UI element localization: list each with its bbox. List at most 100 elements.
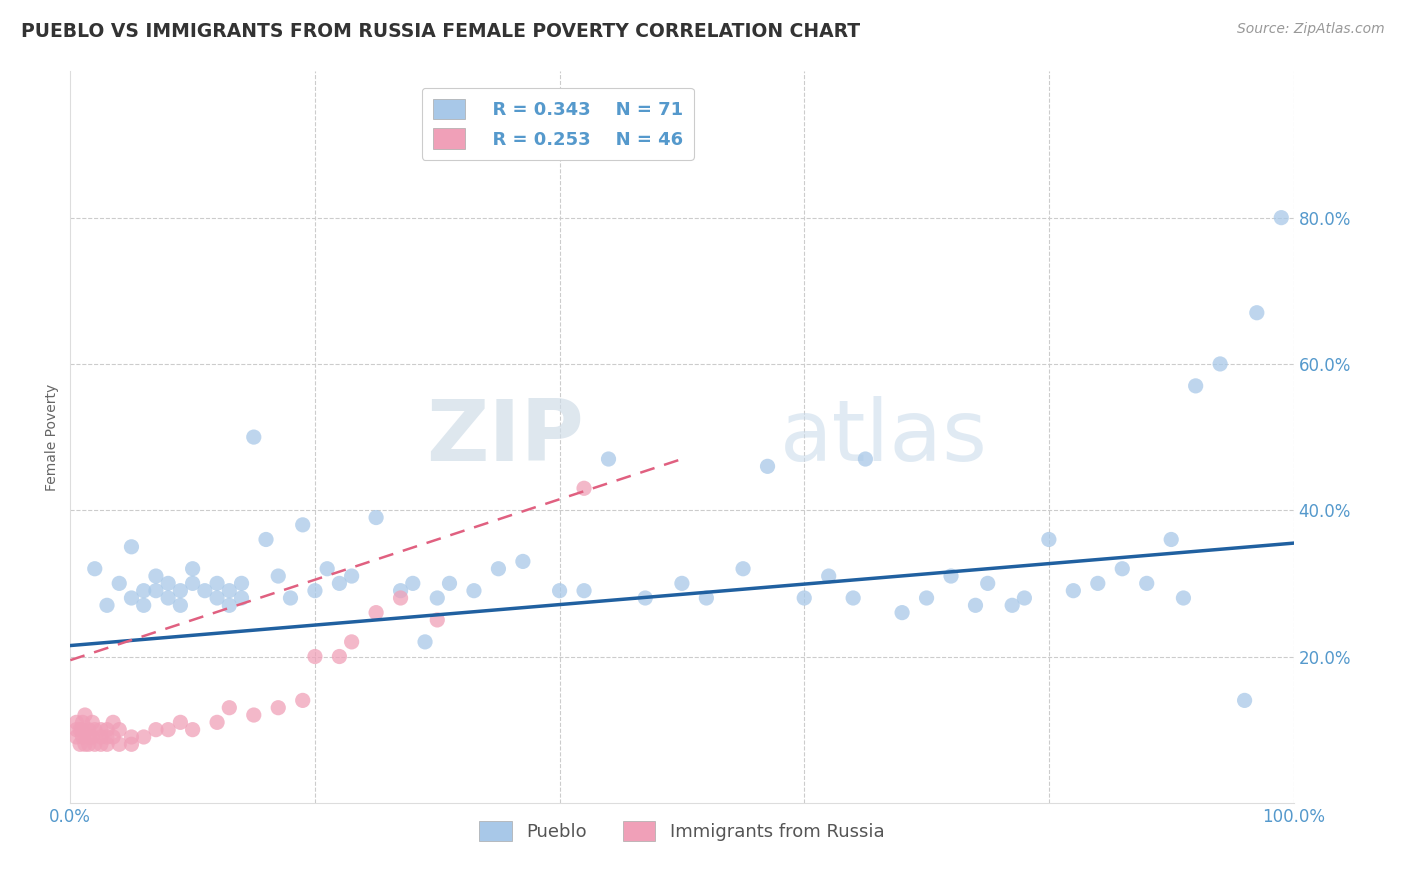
Point: [205, 591, 228, 605]
Point: [65, 730, 87, 744]
Point: [267, 569, 290, 583]
Point: [254, 533, 277, 547]
Point: [1014, 591, 1036, 605]
Point: [733, 562, 755, 576]
Point: [1233, 693, 1256, 707]
Point: [976, 576, 998, 591]
Point: [1136, 576, 1159, 591]
Point: [145, 723, 167, 737]
Point: [426, 591, 449, 605]
Point: [817, 569, 839, 583]
Point: [328, 649, 350, 664]
Point: [96, 737, 118, 751]
Point: [194, 583, 217, 598]
Text: Source: ZipAtlas.com: Source: ZipAtlas.com: [1237, 22, 1385, 37]
Point: [402, 576, 425, 591]
Point: [90, 723, 112, 737]
Point: [83, 737, 105, 751]
Text: PUEBLO VS IMMIGRANTS FROM RUSSIA FEMALE POVERTY CORRELATION CHART: PUEBLO VS IMMIGRANTS FROM RUSSIA FEMALE …: [21, 22, 860, 41]
Point: [366, 606, 388, 620]
Point: [157, 591, 180, 605]
Point: [389, 583, 412, 598]
Point: [671, 576, 693, 591]
Point: [218, 583, 240, 598]
Point: [181, 723, 204, 737]
Point: [83, 723, 105, 737]
Point: [157, 576, 180, 591]
Point: [756, 459, 779, 474]
Point: [439, 576, 461, 591]
Point: [82, 730, 104, 744]
Point: [891, 606, 914, 620]
Point: [231, 591, 253, 605]
Point: [243, 708, 266, 723]
Point: [83, 562, 105, 576]
Point: [1209, 357, 1232, 371]
Point: [77, 730, 100, 744]
Point: [1270, 211, 1292, 225]
Point: [121, 730, 143, 744]
Point: [291, 517, 314, 532]
Point: [1160, 533, 1182, 547]
Point: [1001, 599, 1024, 613]
Point: [90, 730, 112, 744]
Point: [1038, 533, 1060, 547]
Point: [695, 591, 717, 605]
Point: [855, 452, 877, 467]
Point: [488, 562, 510, 576]
Point: [108, 723, 131, 737]
Point: [340, 635, 363, 649]
Point: [340, 569, 363, 583]
Point: [328, 576, 350, 591]
Point: [96, 723, 118, 737]
Point: [73, 708, 96, 723]
Point: [463, 583, 485, 598]
Legend: Pueblo, Immigrants from Russia: Pueblo, Immigrants from Russia: [472, 814, 891, 848]
Point: [218, 599, 240, 613]
Point: [426, 613, 449, 627]
Point: [366, 510, 388, 524]
Point: [205, 576, 228, 591]
Point: [304, 649, 326, 664]
Point: [939, 569, 962, 583]
Point: [181, 576, 204, 591]
Point: [572, 481, 595, 495]
Point: [1062, 583, 1084, 598]
Point: [96, 599, 118, 613]
Point: [121, 737, 143, 751]
Point: [218, 700, 240, 714]
Point: [915, 591, 938, 605]
Point: [169, 583, 191, 598]
Point: [132, 599, 155, 613]
Point: [1087, 576, 1109, 591]
Point: [132, 730, 155, 744]
Point: [145, 583, 167, 598]
Point: [413, 635, 436, 649]
Point: [231, 576, 253, 591]
Point: [90, 737, 112, 751]
Point: [101, 730, 124, 744]
Point: [77, 723, 100, 737]
Y-axis label: Female Poverty: Female Poverty: [45, 384, 59, 491]
Point: [181, 562, 204, 576]
Point: [82, 715, 104, 730]
Point: [108, 576, 131, 591]
Point: [598, 452, 620, 467]
Text: ZIP: ZIP: [426, 395, 583, 479]
Point: [280, 591, 302, 605]
Point: [145, 569, 167, 583]
Point: [205, 715, 228, 730]
Point: [1111, 562, 1133, 576]
Point: [267, 700, 290, 714]
Point: [72, 715, 94, 730]
Text: atlas: atlas: [780, 395, 988, 479]
Point: [96, 730, 118, 744]
Point: [77, 737, 100, 751]
Point: [69, 737, 91, 751]
Point: [572, 583, 595, 598]
Point: [304, 583, 326, 598]
Point: [169, 715, 191, 730]
Point: [101, 715, 124, 730]
Point: [65, 715, 87, 730]
Point: [72, 730, 94, 744]
